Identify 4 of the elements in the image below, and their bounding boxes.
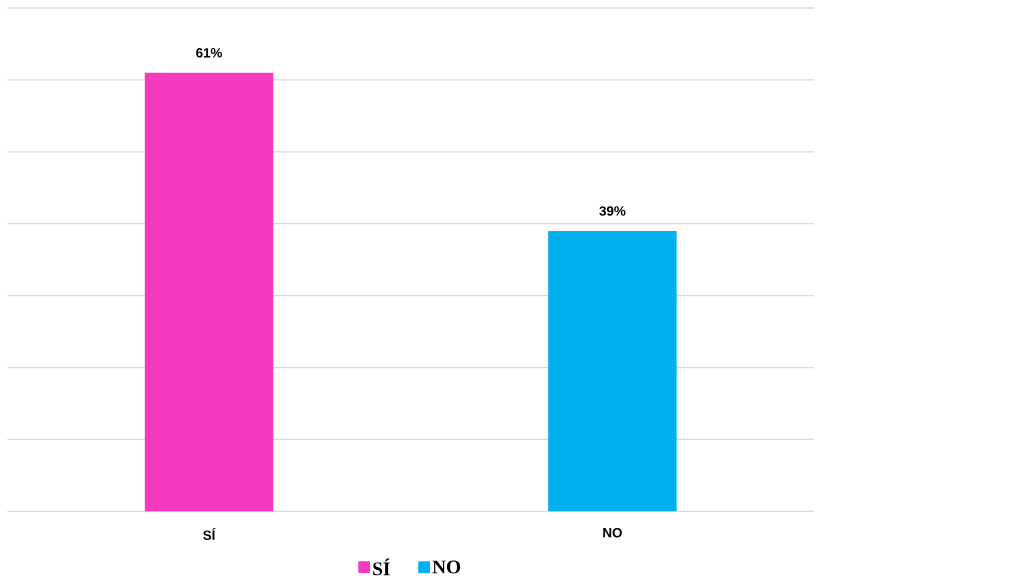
data-label: 39%: [599, 206, 626, 216]
legend-label: NO: [432, 560, 461, 574]
data-label: 61%: [196, 48, 223, 58]
legend-label: SÍ: [373, 558, 390, 576]
